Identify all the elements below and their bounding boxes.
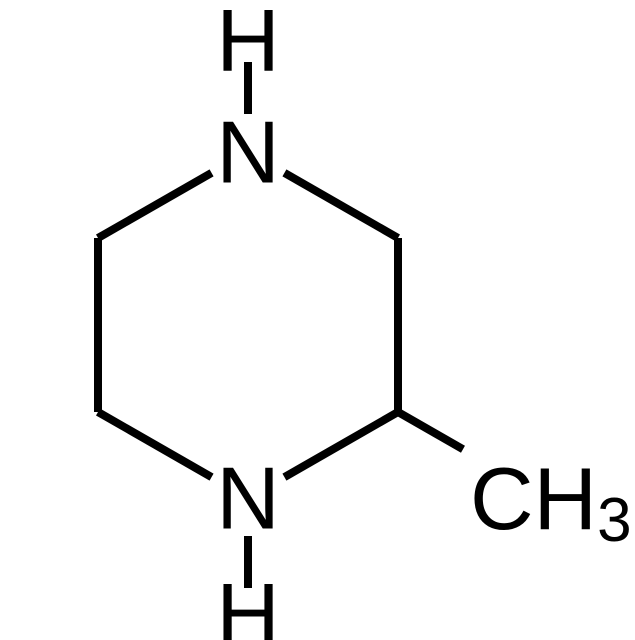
- atom-N-bottom: N: [216, 449, 280, 548]
- atom-H-top: H: [216, 0, 280, 90]
- bond: [98, 173, 212, 238]
- atom-CH3: CH3: [470, 449, 632, 555]
- bond: [398, 412, 463, 449]
- molecule-diagram: NNHHCH3: [0, 0, 635, 640]
- atom-N-top: N: [216, 103, 280, 202]
- bond: [284, 173, 398, 238]
- bond: [284, 412, 398, 477]
- atom-H-bottom: H: [216, 565, 280, 640]
- bond: [98, 412, 212, 477]
